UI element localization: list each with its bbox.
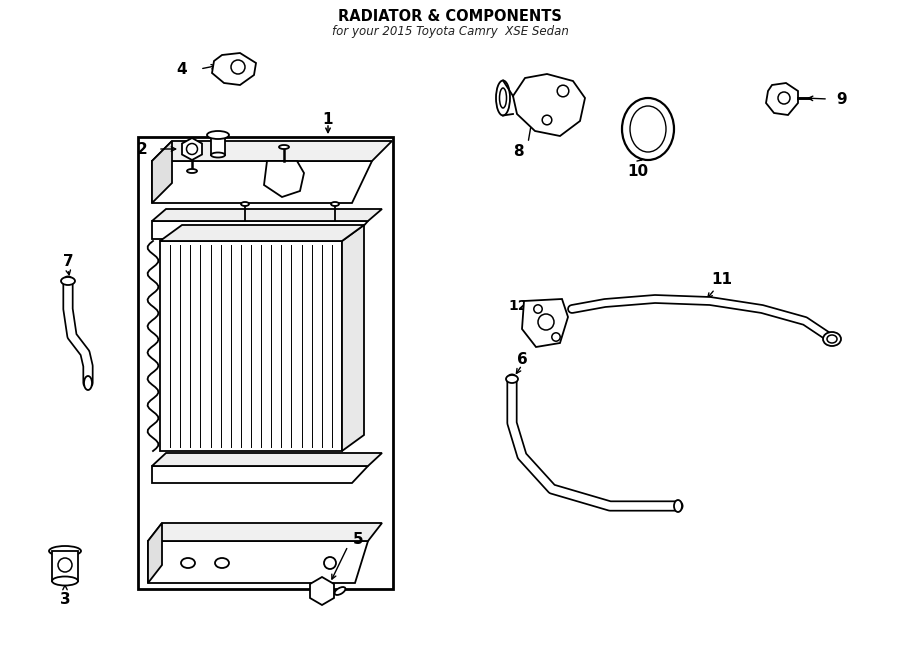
Text: 9: 9 <box>837 91 847 106</box>
Text: 4: 4 <box>176 61 187 77</box>
Ellipse shape <box>207 131 229 139</box>
Circle shape <box>552 332 560 341</box>
Ellipse shape <box>496 81 510 116</box>
Circle shape <box>557 85 569 97</box>
Text: 7: 7 <box>63 254 73 268</box>
Bar <box>211 137 225 155</box>
Polygon shape <box>310 577 334 605</box>
Polygon shape <box>160 225 364 241</box>
Text: 3: 3 <box>59 592 70 607</box>
Ellipse shape <box>827 335 837 343</box>
Polygon shape <box>513 74 585 136</box>
Ellipse shape <box>279 145 289 149</box>
Text: 6: 6 <box>517 352 527 366</box>
Text: 11: 11 <box>712 272 733 286</box>
Ellipse shape <box>622 98 674 160</box>
Ellipse shape <box>331 202 339 206</box>
Polygon shape <box>264 161 304 197</box>
Ellipse shape <box>335 587 346 595</box>
Ellipse shape <box>187 169 197 173</box>
Text: 2: 2 <box>137 141 148 157</box>
Ellipse shape <box>823 332 841 346</box>
Circle shape <box>778 92 790 104</box>
Polygon shape <box>148 541 368 583</box>
Circle shape <box>324 557 336 569</box>
Polygon shape <box>152 466 368 483</box>
Polygon shape <box>152 221 368 239</box>
Circle shape <box>538 314 554 330</box>
Ellipse shape <box>61 277 75 285</box>
Text: 1: 1 <box>323 112 333 126</box>
Bar <box>160 241 342 451</box>
Text: 8: 8 <box>513 143 523 159</box>
Text: 5: 5 <box>353 531 364 547</box>
Ellipse shape <box>52 576 78 586</box>
Bar <box>52 551 78 581</box>
Polygon shape <box>766 83 798 115</box>
Circle shape <box>534 305 542 313</box>
Text: RADIATOR & COMPONENTS: RADIATOR & COMPONENTS <box>338 9 562 24</box>
Ellipse shape <box>215 558 229 568</box>
Circle shape <box>186 143 197 155</box>
Ellipse shape <box>630 106 666 152</box>
Polygon shape <box>152 161 372 203</box>
Polygon shape <box>152 141 172 203</box>
Text: 12: 12 <box>508 299 527 313</box>
Text: for your 2015 Toyota Camry  XSE Sedan: for your 2015 Toyota Camry XSE Sedan <box>331 25 569 38</box>
Circle shape <box>231 60 245 74</box>
Polygon shape <box>522 299 568 347</box>
Ellipse shape <box>500 88 507 108</box>
Ellipse shape <box>84 376 92 390</box>
Text: 10: 10 <box>627 163 649 178</box>
Polygon shape <box>152 453 382 466</box>
Polygon shape <box>182 138 202 160</box>
Ellipse shape <box>674 500 682 512</box>
Polygon shape <box>212 53 256 85</box>
Polygon shape <box>148 523 382 541</box>
Ellipse shape <box>49 546 81 556</box>
Ellipse shape <box>241 202 249 206</box>
Ellipse shape <box>181 558 195 568</box>
Polygon shape <box>152 209 382 221</box>
Bar <box>138 137 393 589</box>
Polygon shape <box>342 225 364 451</box>
Ellipse shape <box>211 153 225 157</box>
Circle shape <box>542 115 552 125</box>
Polygon shape <box>148 523 162 583</box>
Circle shape <box>58 558 72 572</box>
Ellipse shape <box>506 375 518 383</box>
Polygon shape <box>152 141 392 161</box>
